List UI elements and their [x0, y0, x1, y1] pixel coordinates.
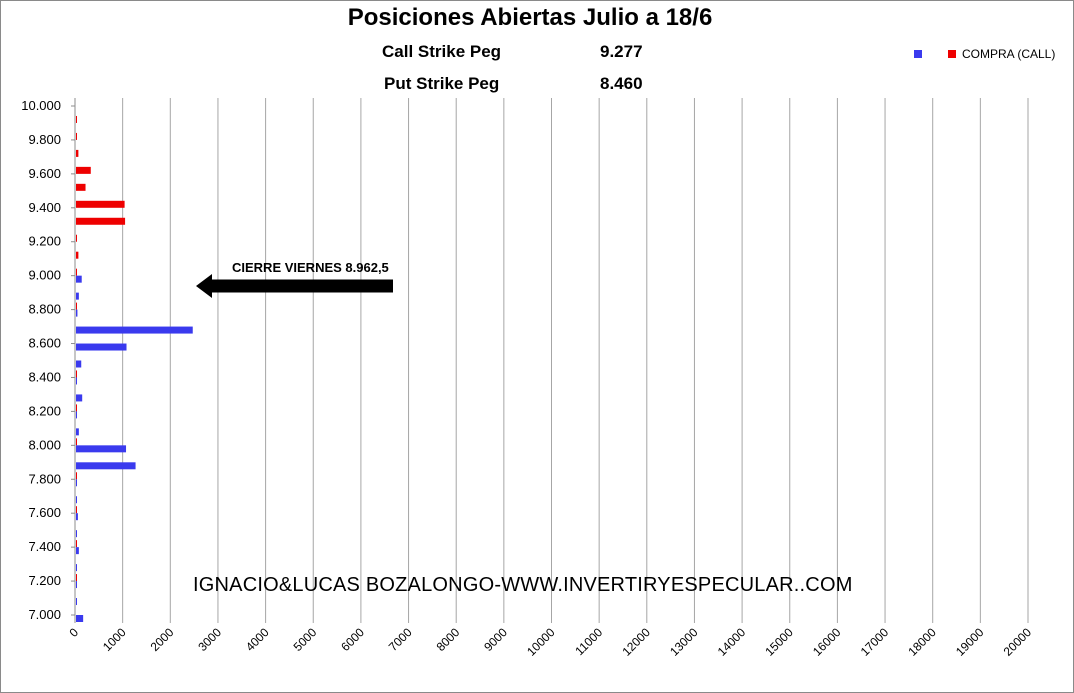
y-tick-label: 7.200 [28, 573, 61, 588]
bar-call-7800 [76, 472, 77, 480]
bar-put-9000 [76, 275, 82, 283]
x-tick-label: 4000 [243, 625, 272, 654]
bar-call-9100 [76, 251, 79, 259]
x-tick-label: 8000 [434, 625, 463, 654]
x-tick-label: 12000 [619, 625, 653, 659]
bar-call-8200 [76, 404, 77, 412]
x-tick-label: 15000 [762, 625, 796, 659]
y-tick-label: 9.000 [28, 268, 61, 283]
bar-call-9600 [76, 166, 91, 174]
bar-put-7100 [76, 598, 77, 606]
watermark-text: IGNACIO&LUCAS BOZALONGO-WWW.INVERTIRYESP… [193, 574, 853, 596]
x-tick-label: 17000 [858, 625, 892, 659]
legend-swatch-red [948, 50, 956, 58]
bar-put-8000 [76, 445, 127, 453]
bar-call-7600 [76, 506, 77, 514]
x-tick-label: 19000 [953, 625, 987, 659]
bars-layer [76, 115, 193, 622]
bar-put-8600 [76, 343, 127, 351]
x-tick-label: 14000 [715, 625, 749, 659]
y-tick-label: 8.400 [28, 369, 61, 384]
x-tick-label: 2000 [148, 625, 177, 654]
legend-swatch-blue [914, 50, 922, 58]
bar-put-8300 [76, 394, 83, 402]
bar-put-7200 [76, 581, 77, 589]
y-tick-label: 9.200 [28, 234, 61, 249]
bar-put-7500 [76, 530, 77, 538]
x-tick-label: 18000 [905, 625, 939, 659]
bar-put-8500 [76, 360, 82, 368]
bar-put-8200 [76, 411, 77, 419]
y-tick-label: 9.800 [28, 132, 61, 147]
bar-call-7400 [76, 540, 77, 548]
y-tick-label: 8.600 [28, 336, 61, 351]
bar-call-9800 [76, 132, 77, 140]
bar-put-8400 [76, 377, 77, 385]
bar-put-7700 [76, 496, 77, 504]
chart-title: Posiciones Abiertas Julio a 18/6 [347, 4, 713, 31]
put-strike-peg-value: 8.460 [600, 74, 643, 93]
bar-call-8800 [76, 302, 77, 310]
y-tick-label: 10.000 [21, 98, 61, 113]
bar-call-9700 [76, 149, 79, 157]
bar-put-7300 [76, 564, 77, 572]
y-tick-label: 7.000 [28, 607, 61, 622]
bar-put-8900 [76, 292, 79, 300]
x-tick-label: 0 [66, 625, 81, 640]
x-tick-label: 6000 [338, 625, 367, 654]
x-tick-label: 16000 [810, 625, 844, 659]
x-tick-label: 20000 [1001, 625, 1035, 659]
bar-put-7900 [76, 462, 136, 470]
bar-call-8000 [76, 438, 77, 446]
x-tick-label: 13000 [667, 625, 701, 659]
arrow-icon [196, 274, 393, 298]
y-tick-label: 7.600 [28, 505, 61, 520]
y-tick-label: 8.800 [28, 302, 61, 317]
legend-label-red: COMPRA (CALL) [962, 47, 1056, 61]
y-tick-label: 7.400 [28, 539, 61, 554]
bar-put-7400 [76, 547, 79, 555]
y-tick-label: 7.800 [28, 471, 61, 486]
bar-call-9400 [76, 200, 125, 208]
x-tick-label: 1000 [100, 625, 129, 654]
y-tick-label: 8.200 [28, 403, 61, 418]
call-strike-peg-label: Call Strike Peg [382, 42, 502, 61]
bar-call-7200 [76, 574, 77, 582]
bar-put-8700 [76, 326, 193, 334]
put-strike-peg-label: Put Strike Peg [384, 74, 500, 93]
grid-layer [74, 98, 1029, 623]
bar-put-8800 [76, 309, 78, 317]
call-strike-peg-value: 9.277 [600, 42, 643, 61]
bar-call-9200 [76, 234, 77, 242]
bar-call-8400 [76, 370, 77, 378]
x-tick-label: 5000 [291, 625, 320, 654]
bar-put-7600 [76, 513, 78, 521]
y-tick-label: 9.600 [28, 166, 61, 181]
x-tick-label: 7000 [386, 625, 415, 654]
bar-call-9500 [76, 183, 86, 191]
y-tick-label: 9.400 [28, 200, 61, 215]
bar-put-7800 [76, 479, 77, 487]
bar-put-8100 [76, 428, 79, 436]
annotation-cierre-viernes: CIERRE VIERNES 8.962,5 [232, 260, 389, 275]
annotation-layer: CIERRE VIERNES 8.962,5 [196, 260, 393, 298]
x-tick-label: 10000 [524, 625, 558, 659]
bar-call-9900 [76, 115, 77, 123]
y-tick-label: 8.000 [28, 437, 61, 452]
bar-call-9300 [76, 217, 126, 225]
x-tick-label: 9000 [481, 625, 510, 654]
x-tick-label: 3000 [195, 625, 224, 654]
x-tick-label: 11000 [572, 625, 605, 658]
bar-put-7000 [76, 615, 84, 622]
chart-legend: COMPRA (CALL) [914, 47, 1055, 61]
bar-call-9000 [76, 268, 77, 276]
